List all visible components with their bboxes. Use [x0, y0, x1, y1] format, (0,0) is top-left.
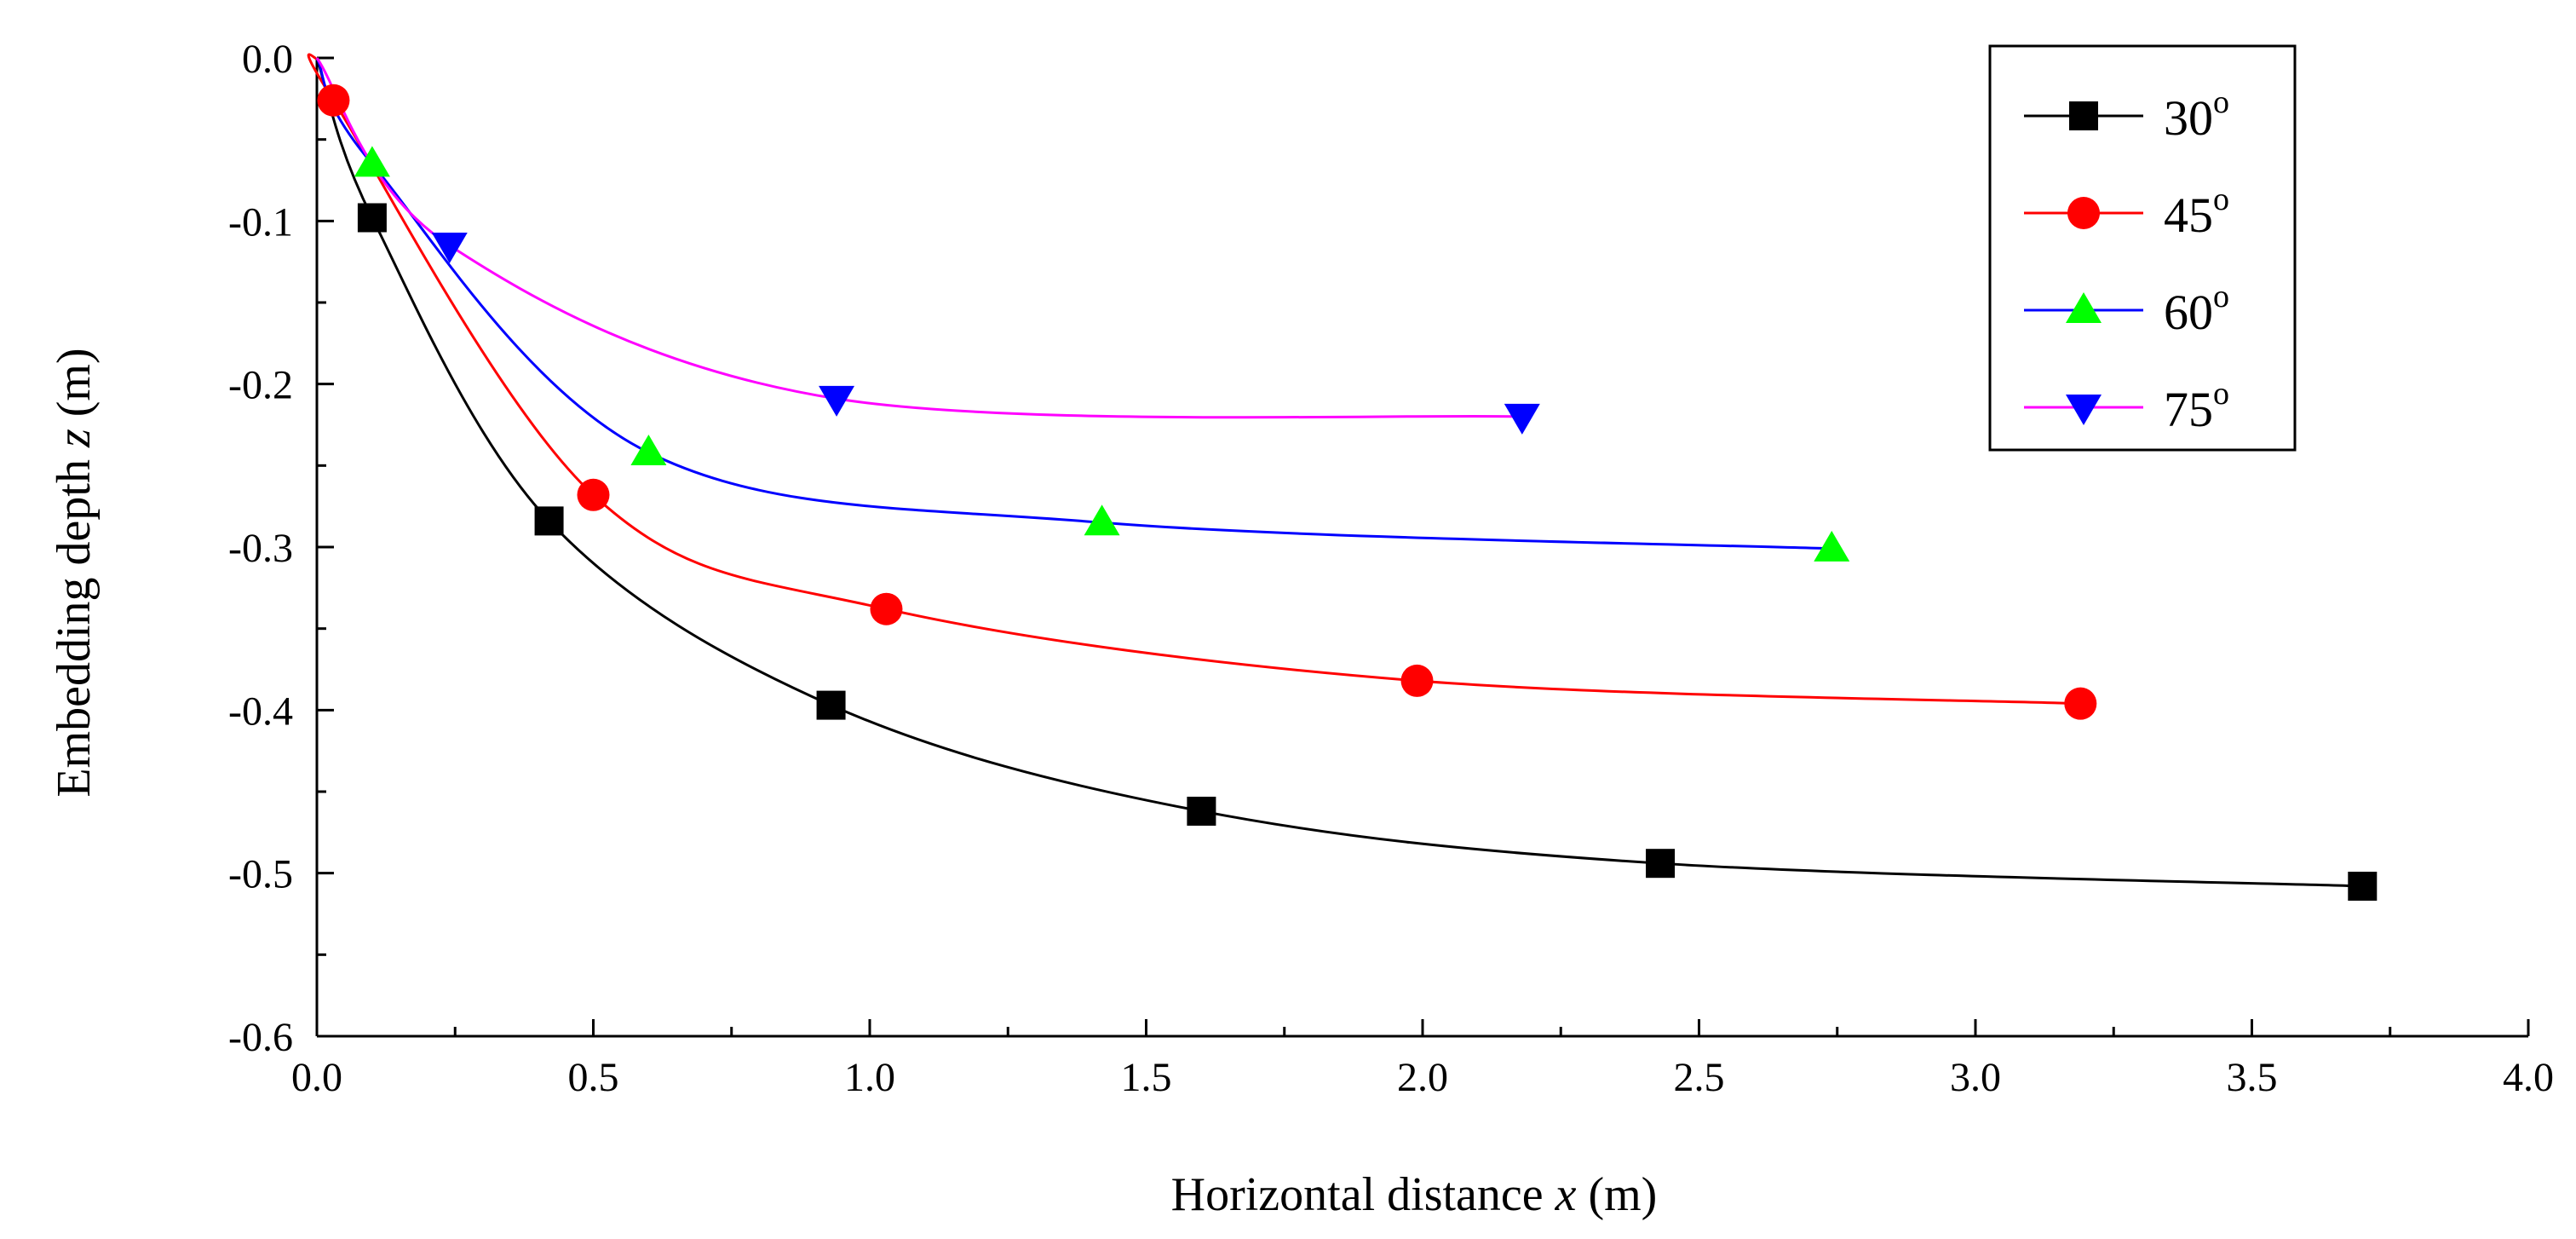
data-point-60 [1084, 504, 1120, 536]
data-point-45 [577, 478, 610, 511]
data-point-75 [1504, 403, 1540, 435]
x-axis-title: Horizontal distance x (m) [1171, 1168, 1658, 1221]
y-tick-label: -0.2 [228, 363, 293, 408]
y-tick-label: -0.3 [228, 526, 293, 571]
legend-label-60: 60o [2164, 279, 2229, 340]
x-tick-label: 3.5 [2227, 1055, 2278, 1100]
tick-labels: 0.0 0.5 1.0 1.5 2.0 2.5 3.0 3.5 4.0 0.0 -0.1 -0.2 -0… [228, 37, 2554, 1100]
y-tick-label: -0.1 [228, 199, 293, 245]
legend: 30o 45o 60o 75o [1988, 44, 2297, 452]
x-tick-label: 2.0 [1397, 1055, 1448, 1100]
data-point-60 [1814, 530, 1850, 562]
data-point-60 [630, 435, 667, 466]
y-tick-label: -0.5 [228, 852, 293, 897]
series-markers [317, 84, 2378, 901]
data-point-30 [816, 690, 846, 720]
y-axis-title: Embedding depth z (m) [48, 348, 101, 797]
legend-box [1988, 44, 2297, 452]
x-tick-label: 0.0 [291, 1055, 342, 1100]
data-point-75 [431, 233, 468, 264]
y-tick-label: 0.0 [242, 37, 293, 82]
data-point-45 [317, 84, 350, 117]
x-tick-label: 2.5 [1674, 1055, 1725, 1100]
data-point-30 [357, 203, 387, 233]
data-point-30 [1646, 849, 1676, 879]
legend-marker-30 [2069, 101, 2098, 130]
data-point-30 [2348, 871, 2378, 901]
x-tick-label: 1.5 [1121, 1055, 1172, 1100]
series-line-30 [315, 57, 2363, 888]
data-point-45 [870, 592, 903, 625]
axes-layer [315, 56, 2530, 1038]
y-tick-label: -0.4 [228, 689, 293, 734]
series-line-75 [315, 57, 1522, 419]
x-tick-label: 0.5 [568, 1055, 619, 1100]
y-tick-label: -0.6 [228, 1015, 293, 1060]
data-point-45 [2064, 687, 2097, 720]
series-line-60 [315, 57, 1832, 550]
series-line-45 [307, 53, 2081, 706]
data-point-30 [534, 506, 564, 536]
legend-label-75: 75o [2164, 376, 2229, 437]
legend-label-30: 30o [2164, 84, 2229, 146]
x-tick-label: 1.0 [844, 1055, 895, 1100]
x-tick-label: 4.0 [2503, 1055, 2554, 1100]
data-point-75 [819, 385, 855, 417]
legend-marker-60 [2066, 292, 2102, 323]
data-point-45 [1400, 664, 1434, 697]
legend-label-45: 45o [2164, 182, 2229, 243]
x-tick-label: 3.0 [1950, 1055, 2001, 1100]
legend-marker-45 [2067, 197, 2100, 229]
data-point-60 [354, 146, 390, 177]
legend-marker-75 [2066, 395, 2102, 425]
data-point-30 [1187, 796, 1216, 826]
series-lines [307, 53, 2363, 888]
